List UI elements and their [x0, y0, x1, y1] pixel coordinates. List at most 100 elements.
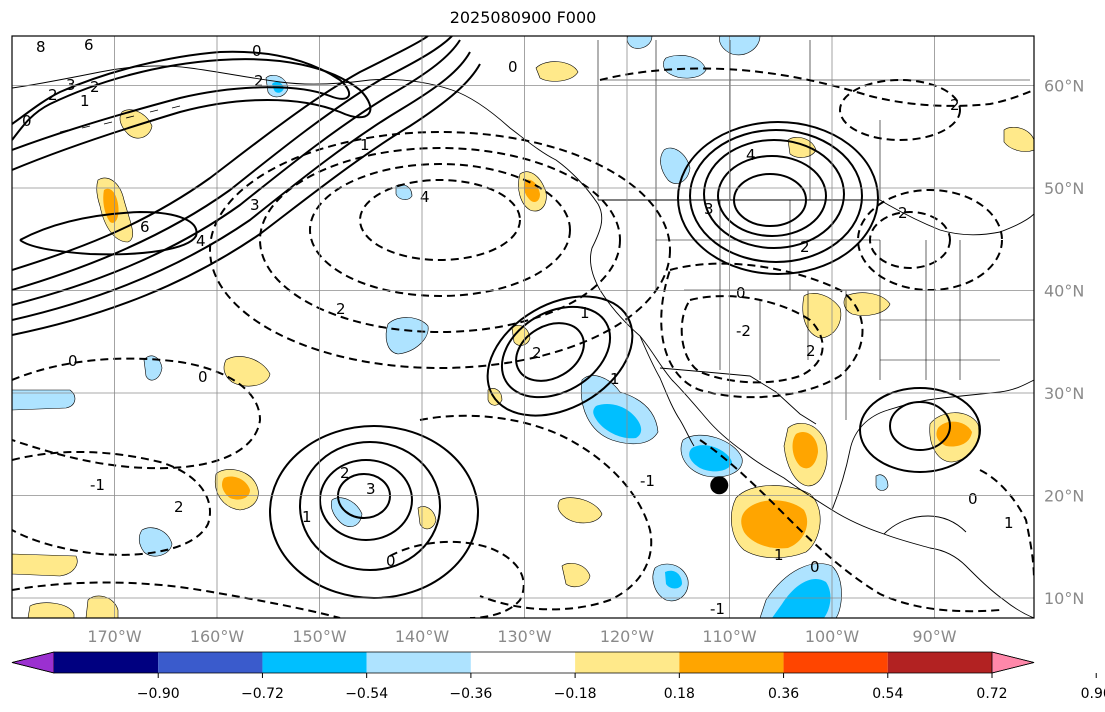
state-lines: [655, 200, 1034, 420]
contour-jet-4: [12, 63, 481, 336]
latitude-tick-label: 30°N: [1044, 384, 1084, 403]
latitude-axis: 60°N 50°N 40°N 30°N 20°N 10°N: [1044, 77, 1084, 609]
latitude-tick-label: 20°N: [1044, 487, 1084, 506]
colorbar-segment: [679, 652, 784, 673]
contour-neg-west-1: [12, 357, 262, 470]
contour-neg-west-2: [12, 450, 211, 556]
contour-label: 1: [360, 136, 370, 154]
contour-label-layer: 8 6 0 2 3 2 1 0 6 4 3 2 1 0 4 4 2 2 2 0 …: [22, 36, 1014, 618]
colorbar-segment: [575, 652, 680, 673]
contour-label: 2: [254, 72, 264, 90]
shade-orange-mexico-e: [792, 432, 818, 469]
longitude-tick-label: 90°W: [912, 627, 956, 646]
shade-blue-top3: [719, 36, 761, 56]
shade-yellow-plains: [802, 293, 842, 339]
contour-label: 1: [580, 304, 590, 322]
contour-layer: [12, 36, 1034, 618]
longitude-tick-label: 140°W: [395, 627, 450, 646]
coastline-yucatan: [883, 515, 967, 535]
shade-yellow-pac1: [223, 356, 271, 387]
contour-label: 2: [532, 344, 542, 362]
contour-label: 2: [340, 464, 350, 482]
contour-label: 3: [66, 76, 76, 94]
contour-label: 0: [508, 58, 518, 76]
contour-label: 2: [898, 204, 908, 222]
contour-high-canada-4: [689, 129, 863, 263]
contour-high-canada-1: [733, 173, 807, 227]
contour-label: 1: [1004, 514, 1014, 532]
contour-label: 0: [68, 352, 78, 370]
longitude-tick-label: 150°W: [292, 627, 347, 646]
contour-high-pac-1: [337, 473, 391, 519]
contour-high-gulf-1: [889, 401, 951, 451]
contour-low-canada-1: [839, 79, 961, 141]
colorbar-tick-label: −0.54: [345, 686, 388, 702]
contour-low-gulf-3: [259, 147, 621, 333]
contour-ak-2: [12, 50, 351, 151]
contour-label: 2: [800, 238, 810, 256]
shade-yellow-small: [417, 506, 437, 530]
contour-label: 6: [84, 36, 94, 54]
contour-jet-5: [12, 36, 429, 271]
colorbar-extend-min: [11, 651, 55, 674]
shade-blue-gulf: [875, 474, 889, 491]
border-great-lakes: [879, 199, 1034, 236]
shade-cyan-sw-mexico: [689, 445, 732, 472]
shade-cyan-baja: [593, 404, 642, 439]
shade-cyan-s: [665, 570, 682, 589]
colorbar-tick-label: 0.54: [872, 686, 903, 702]
contour-label: 2: [806, 342, 816, 360]
contour-high-pac-2: [319, 459, 413, 541]
contour-label: 0: [810, 558, 820, 576]
shade-yellow-top: [535, 61, 579, 82]
contour-label: 8: [36, 38, 46, 56]
shade-blue-small1: [138, 527, 173, 557]
map-frame: [11, 35, 1035, 619]
contour-jet-1: [12, 36, 453, 291]
contour-neg-east: [979, 469, 1034, 581]
shade-blue-top2: [663, 55, 707, 79]
colorbar-tick-label: −0.36: [449, 686, 492, 702]
contour-label: 2: [174, 498, 184, 516]
shade-yellow-sw: [12, 553, 78, 577]
longitude-tick-label: 100°W: [805, 627, 860, 646]
contour-high-gulf-2: [859, 387, 981, 473]
colorbar: −0.90 −0.72 −0.54 −0.36 −0.18 0.18 0.36 0.54 0.7…: [11, 651, 1105, 702]
shade-yellow-sw3: [85, 595, 119, 618]
longitude-tick-label: 160°W: [190, 627, 245, 646]
contour-neg-south-2: [699, 439, 1001, 613]
latitude-tick-label: 50°N: [1044, 179, 1084, 198]
contour-label: -1: [90, 476, 105, 494]
negative-contours: [12, 67, 1034, 618]
coastline-north-america: [451, 89, 1034, 618]
contour-label: 0: [198, 368, 208, 386]
contour-label: -1: [640, 472, 655, 490]
contour-low-gulf-2: [309, 163, 571, 297]
contour-neg-pac: [389, 540, 525, 618]
contour-label: -2: [736, 322, 751, 340]
colorbar-segment: [366, 652, 471, 673]
longitude-axis: 170°W 160°W 150°W 140°W 130°W 120°W 110°W 100°W…: [87, 627, 956, 646]
shade-blue-top: [626, 36, 653, 49]
colorbar-tick-label: −0.18: [554, 686, 597, 702]
contour-neg-mex-1: [680, 295, 824, 384]
colorbar-segment: [783, 652, 888, 673]
longitude-tick-label: 110°W: [702, 627, 757, 646]
border-us-mexico: [659, 367, 817, 425]
shade-blue-small2: [143, 355, 163, 381]
contour-low-gulf-4: [209, 131, 671, 369]
contour-neg-mex-2: [660, 262, 864, 399]
shade-yellow-sw2: [27, 602, 75, 618]
longitude-tick-label: 120°W: [600, 627, 655, 646]
contour-label: 3: [366, 480, 376, 498]
longitude-tick-label: 170°W: [87, 627, 142, 646]
contour-label: 2: [48, 86, 58, 104]
shade-yellow-great-lakes: [1003, 127, 1034, 152]
shade-blue-canada: [660, 147, 691, 184]
shade-yellow-pac3: [561, 563, 591, 588]
shade-orange-center: [222, 476, 250, 500]
colorbar-tick-label: −0.72: [241, 686, 284, 702]
longitude-tick-label: 130°W: [497, 627, 552, 646]
colorbar-tick-label: 0.18: [664, 686, 695, 702]
contour-neg-top: [599, 67, 1034, 107]
